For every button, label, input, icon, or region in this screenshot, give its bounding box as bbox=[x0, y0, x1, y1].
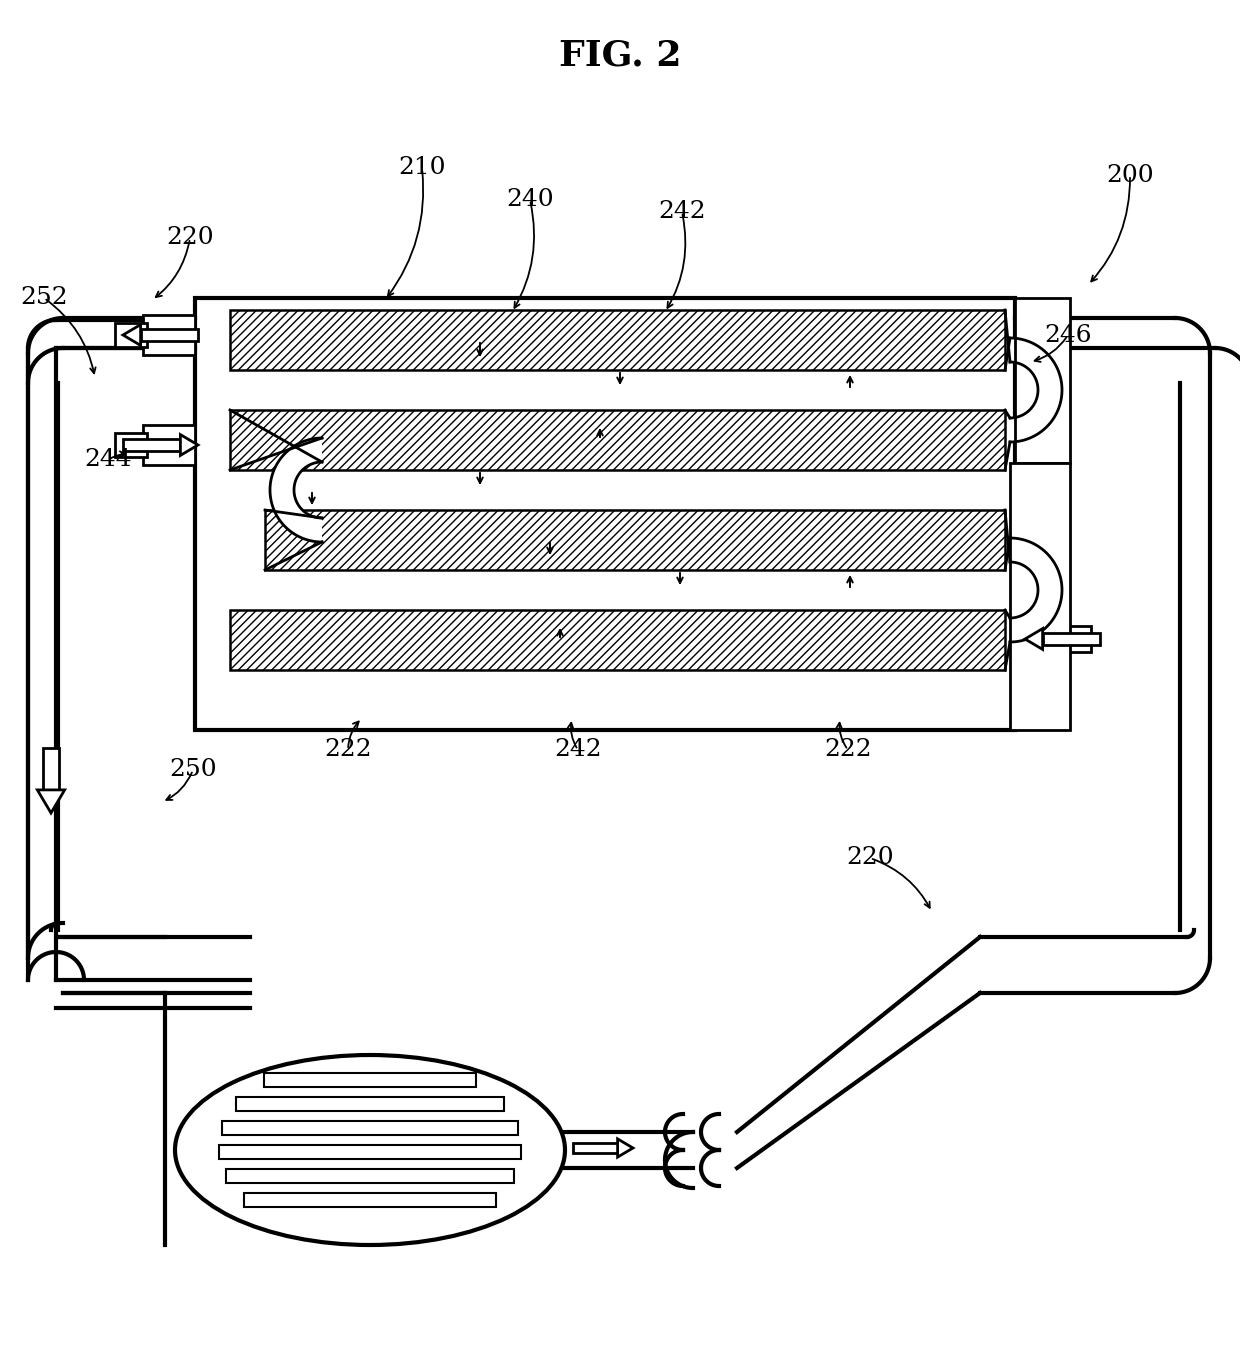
Bar bbox=[115, 323, 148, 347]
Bar bbox=[115, 433, 148, 457]
Text: 220: 220 bbox=[166, 226, 213, 250]
Polygon shape bbox=[123, 324, 140, 346]
Bar bbox=[123, 438, 180, 451]
Bar bbox=[143, 315, 195, 355]
Bar bbox=[226, 1169, 515, 1184]
Text: FIG. 2: FIG. 2 bbox=[559, 38, 681, 73]
Text: 222: 222 bbox=[324, 738, 372, 761]
Text: 246: 246 bbox=[1044, 324, 1091, 347]
Bar bbox=[243, 1193, 496, 1206]
Bar bbox=[264, 1073, 475, 1087]
Polygon shape bbox=[1011, 338, 1061, 443]
Bar bbox=[1016, 299, 1070, 463]
Text: 222: 222 bbox=[825, 738, 872, 761]
Text: 244: 244 bbox=[84, 448, 131, 472]
Text: 242: 242 bbox=[658, 200, 706, 223]
Polygon shape bbox=[618, 1139, 632, 1157]
Bar bbox=[1043, 633, 1100, 646]
Text: 252: 252 bbox=[20, 286, 68, 309]
Bar bbox=[143, 425, 195, 465]
Bar bbox=[195, 299, 1016, 730]
Ellipse shape bbox=[175, 1054, 565, 1245]
Bar bbox=[229, 611, 1004, 670]
Bar bbox=[265, 510, 1004, 570]
Text: 210: 210 bbox=[398, 156, 445, 179]
Bar bbox=[1016, 617, 1063, 660]
Bar bbox=[229, 309, 1004, 370]
Bar bbox=[1011, 463, 1070, 730]
Bar bbox=[140, 330, 198, 342]
Bar bbox=[236, 1098, 503, 1111]
Text: 250: 250 bbox=[169, 759, 217, 781]
Text: 200: 200 bbox=[1106, 164, 1153, 187]
Bar bbox=[229, 410, 1004, 469]
Text: 240: 240 bbox=[506, 188, 554, 211]
Bar bbox=[219, 1145, 521, 1159]
Bar bbox=[1059, 625, 1091, 652]
Bar bbox=[43, 748, 60, 790]
Bar bbox=[573, 1143, 618, 1153]
Polygon shape bbox=[37, 790, 64, 812]
Polygon shape bbox=[180, 434, 198, 456]
Bar bbox=[222, 1120, 518, 1135]
Polygon shape bbox=[270, 438, 322, 542]
Text: 220: 220 bbox=[846, 846, 894, 869]
Polygon shape bbox=[1011, 538, 1061, 642]
Polygon shape bbox=[1025, 628, 1043, 650]
Text: 242: 242 bbox=[554, 738, 601, 761]
